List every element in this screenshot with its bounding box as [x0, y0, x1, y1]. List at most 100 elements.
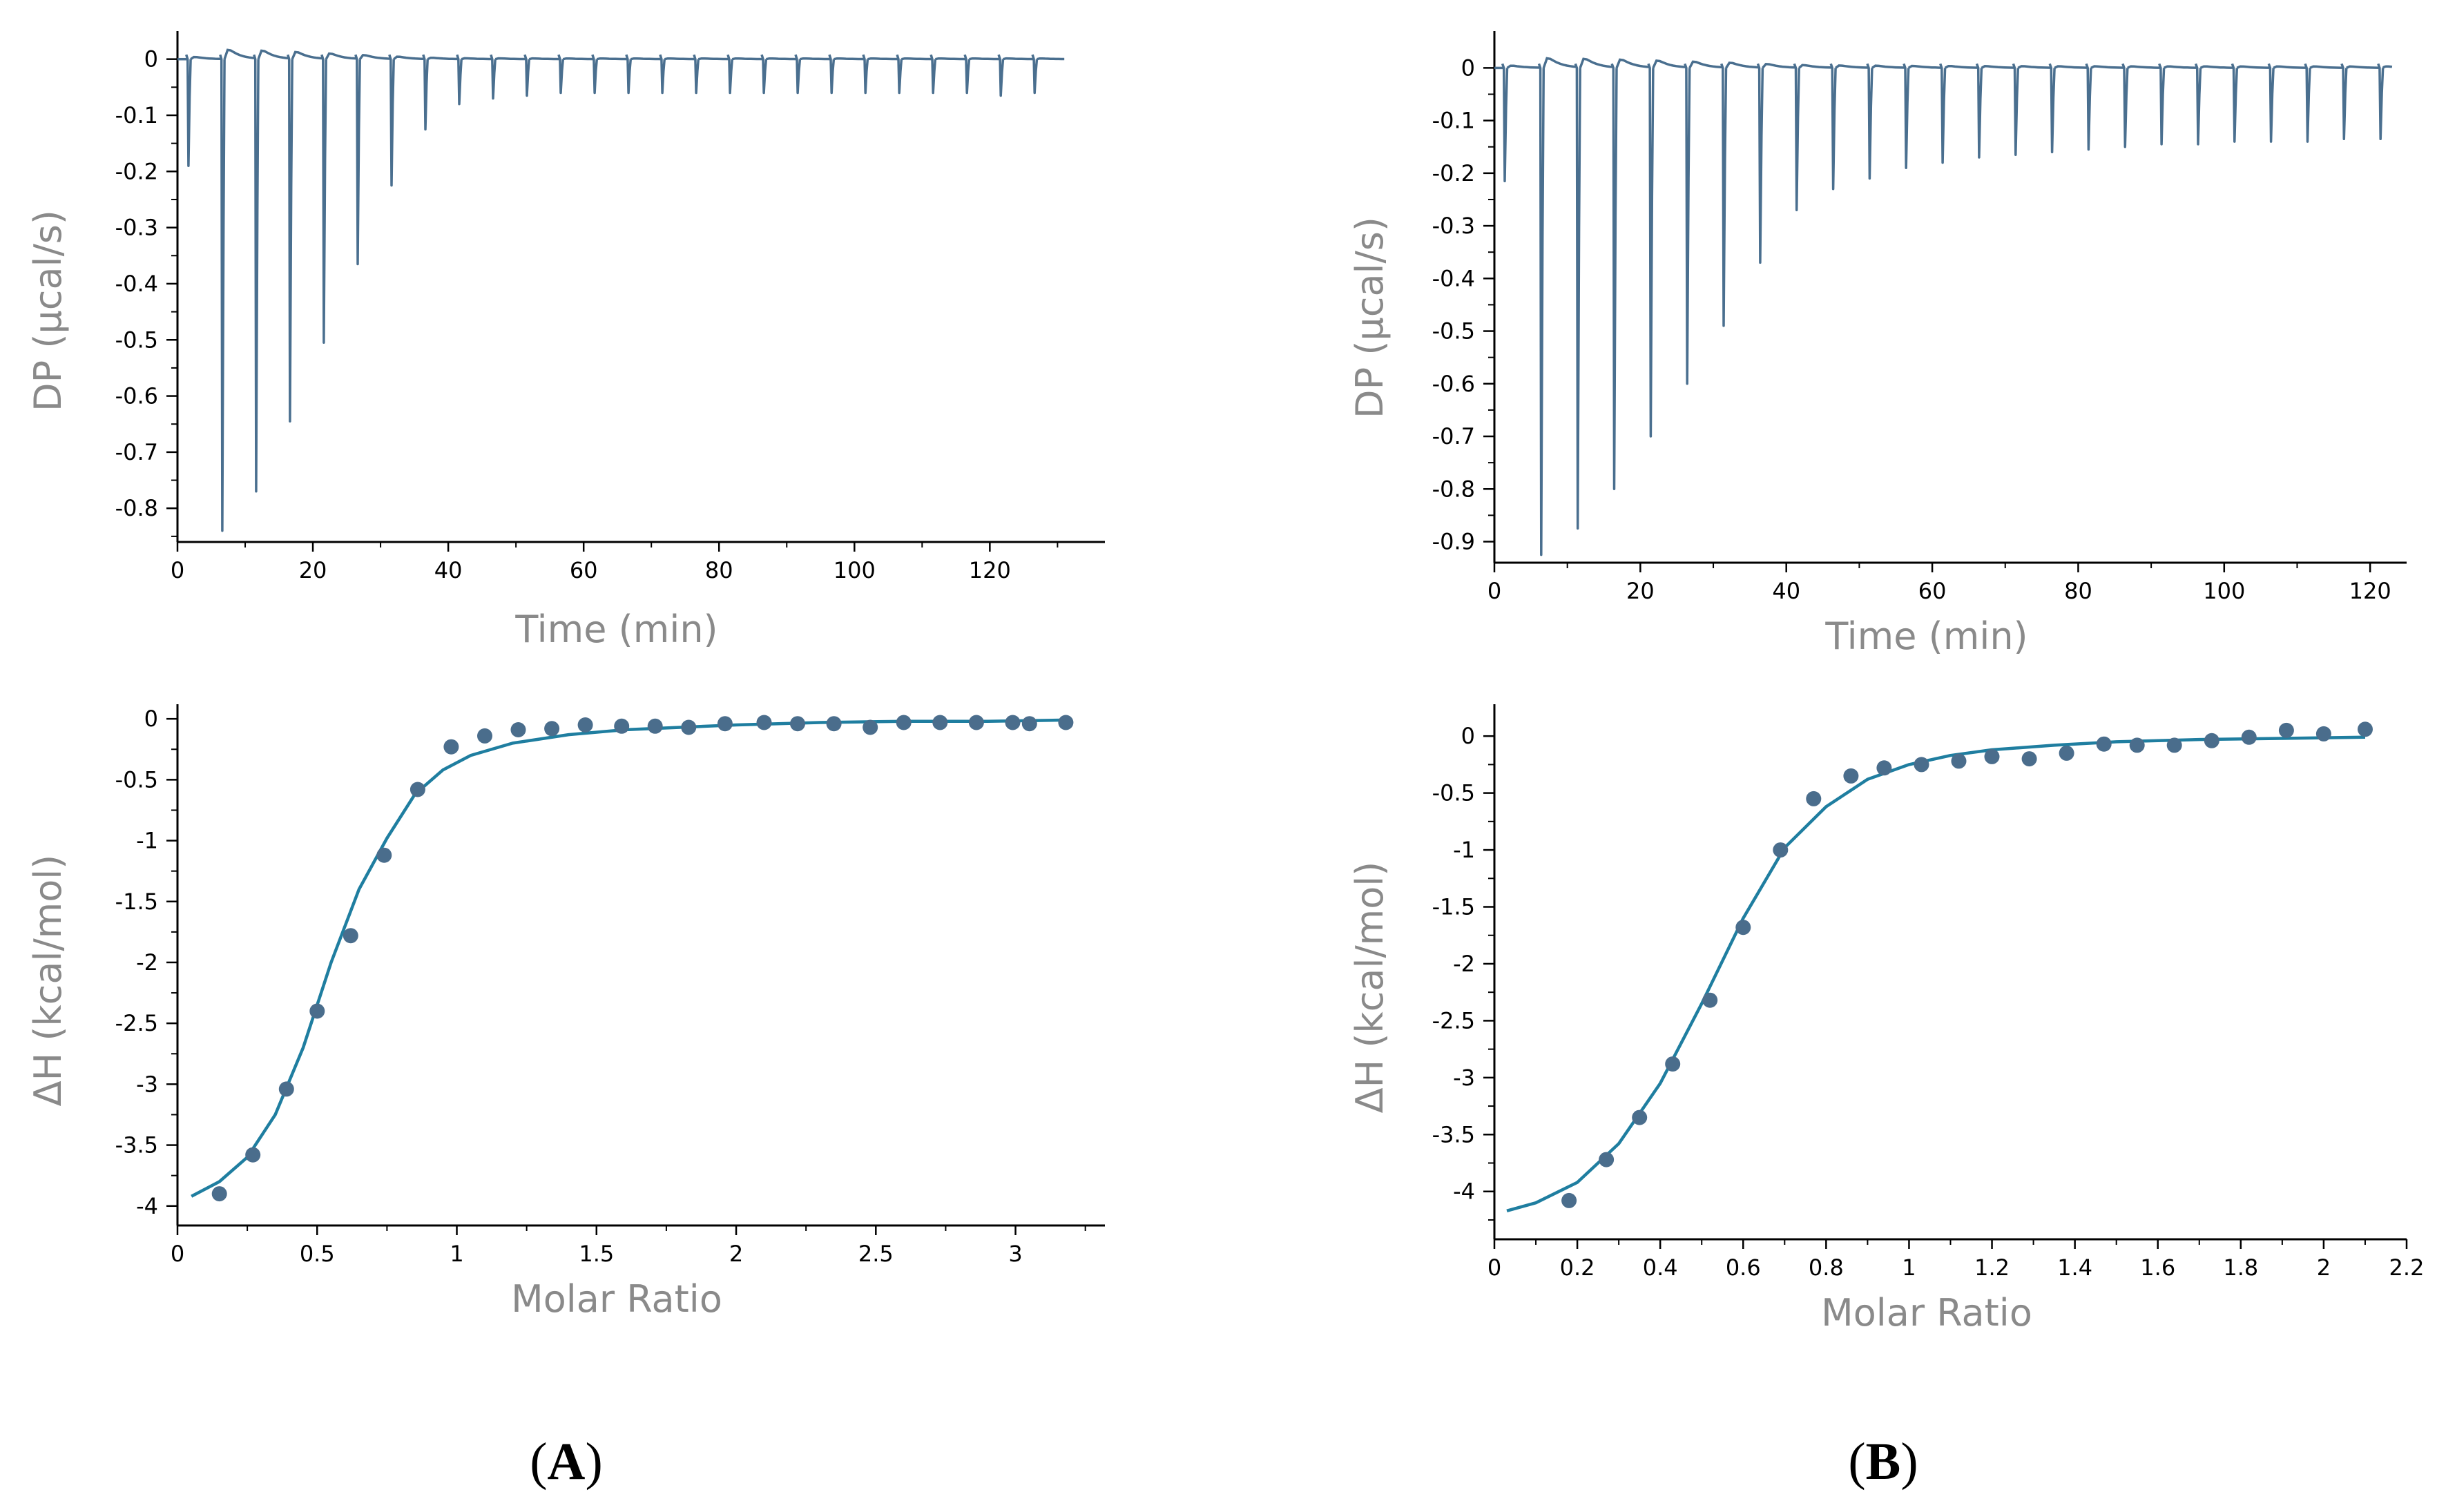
- x-tick-label: 3: [1008, 1241, 1022, 1267]
- y-axis-title: ΔH (kcal/mol): [26, 855, 70, 1107]
- injection-peak: [2194, 63, 2202, 146]
- injection-peak: [794, 54, 802, 95]
- x-tick-label: 0: [1487, 578, 1501, 604]
- injection-peak: [523, 54, 531, 97]
- x-tick-label: 120: [969, 557, 1011, 583]
- x-tick-label: 80: [705, 557, 733, 583]
- data-point: [1806, 791, 1822, 806]
- data-point: [2278, 722, 2294, 738]
- injection-peak: [929, 54, 937, 95]
- baseline-segment: [325, 52, 357, 60]
- chart-b-binding-isotherm: 0 0.2 0.4 0.6 0.8 1 1.2 1.4 1.6 1.8 2 2.2 0 -0.5 -1 -1.…: [1348, 704, 2424, 1335]
- injection-peak: [997, 54, 1005, 97]
- x-tick-label: 1.6: [2140, 1254, 2175, 1281]
- injection-peak: [2340, 63, 2348, 141]
- injection-peak: [185, 54, 192, 167]
- data-point: [826, 716, 842, 732]
- y-tick-label: -3.5: [115, 1132, 158, 1159]
- baseline-segment: [1835, 64, 1869, 69]
- x-tick-label: 0.2: [1560, 1254, 1595, 1281]
- injection-peak: [2267, 63, 2275, 143]
- injection-peak: [354, 54, 361, 266]
- x-tick-label: 80: [2064, 578, 2092, 604]
- baseline-segment: [2236, 65, 2271, 70]
- injection-peak: [490, 54, 497, 100]
- y-axis-title: ΔH (kcal/mol): [1348, 862, 1391, 1114]
- baseline-segment: [1579, 57, 1614, 69]
- x-tick-label: 1.2: [1974, 1254, 2010, 1281]
- y-tick-label: -0.9: [1432, 529, 1475, 555]
- data-point: [756, 715, 772, 730]
- injection-peak: [760, 54, 768, 95]
- injection-peak: [1975, 63, 1983, 159]
- x-tick-label: 0: [171, 557, 184, 583]
- injection-peak: [1903, 63, 1910, 169]
- x-tick-label: 60: [1918, 578, 1947, 604]
- data-point: [614, 718, 630, 734]
- x-tick-label: 1.4: [2057, 1254, 2092, 1281]
- y-tick-label: -0.5: [115, 327, 158, 353]
- y-tick-label: -1: [136, 828, 158, 854]
- injection-peak: [2377, 63, 2385, 141]
- x-tick-label: 60: [570, 557, 598, 583]
- x-tick-label: 1.5: [579, 1241, 614, 1267]
- data-point: [245, 1147, 261, 1163]
- baseline-segment: [1725, 61, 1760, 69]
- baseline-segment: [1506, 64, 1541, 69]
- injection-peak: [625, 54, 633, 95]
- injection-peak: [2012, 63, 2020, 156]
- y-tick-label: -1.5: [1432, 894, 1475, 920]
- baseline-segment: [257, 49, 289, 60]
- data-point: [863, 719, 878, 735]
- data-point: [278, 1081, 294, 1097]
- data-point: [1005, 715, 1021, 730]
- baseline-segment: [291, 50, 323, 60]
- chart-b-thermogram: 0 20 40 60 80 100 120 0 -0.1 -0.2 -0.3 -0.4 -0.5 -0.6…: [1348, 31, 2407, 658]
- x-tick-label: 0.8: [1809, 1254, 1844, 1281]
- injection-peak: [2231, 63, 2239, 143]
- x-tick-label: 40: [1772, 578, 1800, 604]
- y-tick-label: -3: [136, 1071, 158, 1097]
- data-point: [1984, 748, 2000, 764]
- injection-peak: [557, 54, 565, 95]
- injection-peak: [422, 54, 429, 131]
- data-point: [577, 717, 593, 733]
- data-point: [2129, 737, 2145, 753]
- baseline-segment: [2090, 65, 2125, 69]
- data-point: [681, 719, 697, 735]
- data-point: [443, 739, 459, 755]
- data-point: [1058, 715, 1074, 730]
- y-axis-title: DP (µcal/s): [1348, 217, 1391, 418]
- data-point: [790, 716, 805, 732]
- y-tick-label: 0: [1461, 55, 1475, 81]
- injection-peak: [659, 54, 666, 95]
- data-point: [1843, 768, 1859, 784]
- data-point: [1773, 842, 1789, 858]
- injection-peak: [1939, 63, 1947, 164]
- x-tick-label: 1.8: [2223, 1254, 2258, 1281]
- injection-peak: [828, 54, 836, 95]
- baseline-segment: [1688, 60, 1723, 69]
- y-tick-label: -2: [136, 949, 158, 976]
- baseline-segment: [1907, 64, 1942, 69]
- x-tick-label: 40: [434, 557, 463, 583]
- x-tick-label: 1: [450, 1241, 463, 1267]
- injection-peak: [1501, 63, 1509, 183]
- panel-label-b: (B): [1848, 1433, 1918, 1491]
- x-axis-title: Time (min): [1824, 614, 2027, 658]
- data-point: [2096, 736, 2112, 752]
- y-tick-label: -0.8: [1432, 476, 1475, 502]
- x-tick-label: 0.5: [300, 1241, 335, 1267]
- y-tick-label: -3: [1453, 1065, 1475, 1091]
- baseline-segment: [393, 55, 425, 61]
- baseline-segment: [2273, 65, 2307, 70]
- injection-peak: [1684, 63, 1691, 385]
- injection-peak: [1829, 63, 1837, 191]
- y-tick-label: -0.4: [1432, 265, 1475, 291]
- data-point: [2204, 733, 2219, 748]
- baseline-segment: [1944, 64, 1978, 69]
- injection-peak: [2158, 63, 2166, 146]
- fit-curve: [191, 718, 1066, 1198]
- baseline-segment: [1615, 58, 1650, 69]
- baseline-segment: [2199, 65, 2234, 69]
